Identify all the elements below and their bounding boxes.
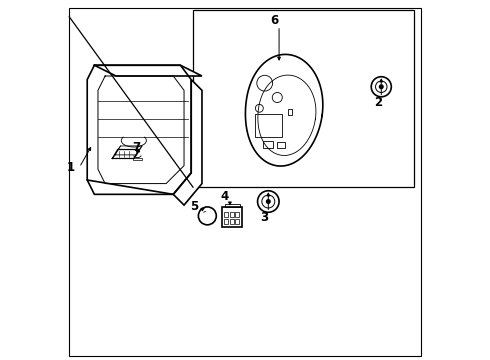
- Text: 7: 7: [132, 140, 141, 153]
- Text: 4: 4: [220, 190, 229, 203]
- Text: 5: 5: [190, 200, 198, 213]
- Bar: [224, 212, 228, 217]
- Text: 2: 2: [374, 96, 383, 109]
- Text: 3: 3: [260, 211, 268, 224]
- Bar: [230, 220, 234, 224]
- Text: 6: 6: [270, 14, 278, 27]
- Bar: [230, 212, 234, 217]
- Circle shape: [267, 200, 270, 203]
- Bar: [235, 212, 239, 217]
- Polygon shape: [95, 65, 202, 76]
- Circle shape: [379, 85, 383, 89]
- Bar: [221, 207, 243, 226]
- Text: 1: 1: [67, 161, 75, 174]
- Bar: [255, 114, 282, 137]
- Bar: [193, 10, 414, 187]
- Bar: [224, 204, 240, 207]
- Polygon shape: [173, 80, 202, 205]
- Bar: [288, 109, 293, 116]
- Bar: [235, 220, 239, 224]
- Bar: [263, 140, 273, 148]
- Bar: [277, 142, 285, 148]
- Bar: [224, 220, 228, 224]
- Bar: [133, 158, 142, 160]
